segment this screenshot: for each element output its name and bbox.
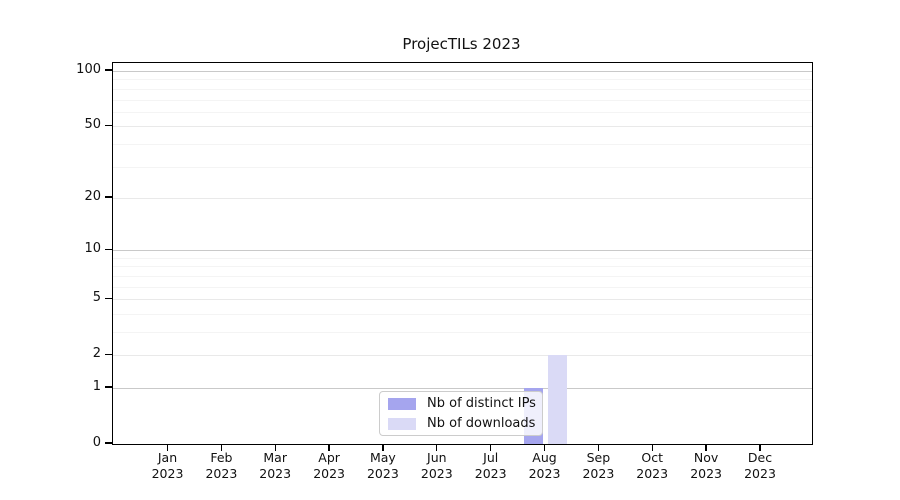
x-tick-label: Oct 2023 — [624, 450, 680, 482]
month-label: Jun — [427, 450, 447, 465]
major-gridline — [113, 197, 812, 199]
plot-area — [112, 62, 813, 445]
y-tick-label: 5 — [92, 290, 101, 306]
x-tick-label: Jul 2023 — [463, 450, 519, 482]
y-tick-label: 0 — [92, 435, 101, 450]
month-label: Jan — [157, 450, 178, 465]
x-tick-label: Sep 2023 — [570, 450, 626, 482]
x-tick-mark — [436, 445, 438, 451]
bar-nb-of-downloads — [548, 355, 567, 444]
month-label: Jul — [483, 450, 499, 465]
y-tick-label: 20 — [84, 188, 101, 204]
y-tick-label: 10 — [84, 241, 101, 257]
minor-gridline — [113, 266, 812, 268]
month-label: Feb — [210, 450, 233, 465]
month-label: Aug — [532, 450, 557, 465]
minor-gridline — [113, 99, 812, 101]
month-label: Dec — [747, 450, 773, 465]
minor-gridline — [113, 313, 812, 315]
x-tick-mark — [651, 445, 653, 451]
year-label: 2023 — [690, 466, 722, 481]
y-tick-mark — [105, 442, 112, 444]
x-tick-label: Feb 2023 — [193, 450, 249, 482]
year-label: 2023 — [151, 466, 184, 481]
major-gridline — [113, 388, 812, 389]
x-tick-mark — [328, 445, 330, 451]
year-label: 2023 — [366, 466, 399, 481]
legend-item-downloads: Nb of downloads — [388, 415, 536, 432]
minor-gridline — [113, 79, 812, 81]
distinct-ips-swatch-icon — [388, 397, 416, 410]
y-tick-label: 2 — [92, 346, 101, 362]
month-label: Apr — [318, 450, 340, 465]
minor-gridline — [113, 257, 812, 259]
major-gridline — [113, 71, 812, 72]
x-tick-label: Apr 2023 — [301, 450, 357, 482]
x-tick-mark — [220, 445, 223, 451]
year-label: 2023 — [528, 466, 561, 481]
y-tick-label: 1 — [92, 379, 101, 394]
y-tick-mark — [105, 353, 112, 355]
y-tick-mark — [105, 124, 112, 126]
minor-gridline — [113, 143, 812, 145]
year-label: 2023 — [582, 466, 615, 481]
major-gridline — [113, 126, 812, 128]
x-tick-label: May 2023 — [355, 450, 411, 482]
x-tick-label: Aug 2023 — [517, 450, 573, 482]
year-label: 2023 — [313, 466, 345, 481]
x-tick-label: Dec 2023 — [732, 450, 788, 482]
x-tick-mark — [759, 445, 761, 451]
x-tick-mark — [166, 445, 169, 451]
x-tick-mark — [543, 445, 546, 451]
year-label: 2023 — [420, 466, 453, 481]
month-label: Sep — [586, 450, 611, 465]
y-tick-mark — [105, 196, 112, 198]
year-label: 2023 — [744, 466, 776, 481]
year-label: 2023 — [205, 466, 238, 481]
x-tick-mark — [274, 445, 276, 451]
year-label: 2023 — [636, 466, 669, 481]
y-tick-label: 100 — [76, 62, 101, 77]
x-tick-mark — [382, 445, 384, 451]
major-gridline — [113, 299, 812, 301]
y-tick-label: 50 — [84, 117, 101, 133]
major-gridline — [113, 355, 812, 357]
minor-gridline — [113, 166, 812, 168]
legend-label: Nb of distinct IPs — [427, 395, 536, 411]
minor-gridline — [113, 332, 812, 333]
x-tick-label: Jan 2023 — [140, 450, 196, 482]
y-tick-mark — [105, 386, 112, 388]
minor-gridline — [113, 111, 812, 113]
x-tick-label: Mar 2023 — [247, 450, 303, 482]
legend: Nb of distinct IPs Nb of downloads — [379, 391, 543, 436]
major-gridline — [113, 250, 812, 252]
y-tick-mark — [105, 69, 112, 71]
x-tick-mark — [490, 445, 492, 451]
year-label: 2023 — [259, 466, 292, 481]
year-label: 2023 — [474, 466, 507, 481]
y-tick-mark — [105, 248, 112, 250]
chart-title: ProjecTILs 2023 — [402, 35, 521, 53]
minor-gridline — [113, 275, 812, 277]
month-label: May — [369, 450, 396, 465]
x-tick-mark — [597, 445, 600, 451]
downloads-swatch-icon — [388, 417, 416, 430]
legend-label: Nb of downloads — [427, 415, 536, 431]
y-tick-mark — [105, 297, 112, 299]
minor-gridline — [113, 286, 812, 288]
legend-item-distinct-ips: Nb of distinct IPs — [388, 395, 536, 412]
month-label: Oct — [641, 450, 663, 465]
month-label: Nov — [693, 450, 719, 465]
minor-gridline — [113, 88, 812, 90]
x-tick-label: Nov 2023 — [678, 450, 734, 482]
month-label: Mar — [263, 450, 287, 465]
x-tick-label: Jun 2023 — [409, 450, 465, 482]
x-tick-mark — [705, 445, 707, 451]
